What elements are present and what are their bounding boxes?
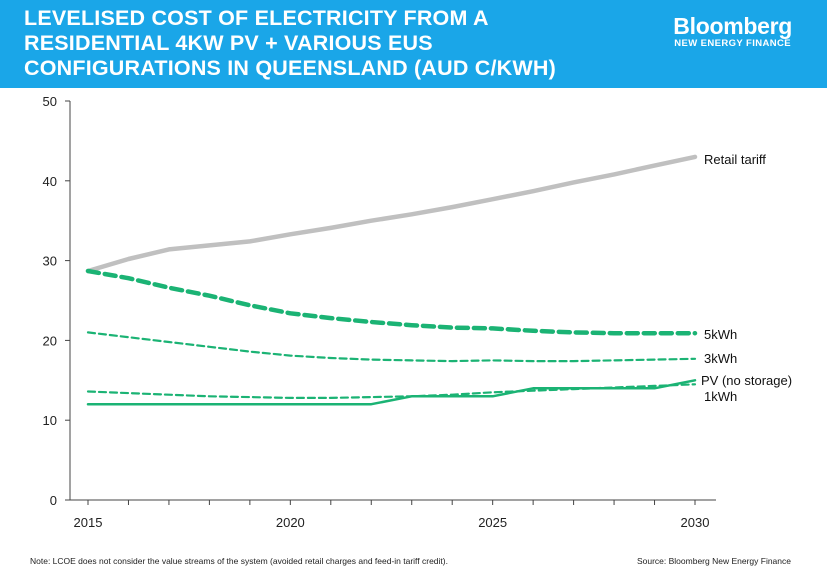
title-line-1: LEVELISED COST OF ELECTRICITY FROM A — [24, 6, 489, 30]
x-tick-label: 2015 — [74, 515, 103, 530]
series-label-3: 1kWh — [704, 389, 737, 404]
y-tick-label: 50 — [43, 94, 57, 109]
x-tick-label: 2030 — [681, 515, 710, 530]
series-line-3 — [86, 383, 697, 399]
series-line-1 — [85, 268, 698, 336]
series-line-4 — [86, 379, 697, 406]
logo-subtitle: NEW ENERGY FINANCE — [674, 38, 792, 49]
page-title: LEVELISED COST OF ELECTRICITY FROM A RES… — [24, 6, 644, 81]
series-label-0: Retail tariff — [704, 152, 766, 167]
series-line-0 — [85, 154, 698, 274]
footnote: Note: LCOE does not consider the value s… — [30, 556, 448, 566]
x-tick-label: 2020 — [276, 515, 305, 530]
title-line-2: RESIDENTIAL 4KW PV + VARIOUS EUS — [24, 31, 433, 55]
series-label-2: 3kWh — [704, 351, 737, 366]
x-tick-label: 2025 — [478, 515, 507, 530]
series-label-1: 5kWh — [704, 327, 737, 342]
y-tick-label: 20 — [43, 333, 57, 348]
title-line-3: CONFIGURATIONS IN QUEENSLAND (AUD C/KWH) — [24, 56, 556, 80]
y-tick-label: 30 — [43, 254, 57, 269]
y-tick-label: 40 — [43, 174, 57, 189]
bloomberg-logo: Bloomberg NEW ENERGY FINANCE — [673, 14, 792, 49]
series-line-2 — [86, 331, 697, 363]
y-tick-label: 0 — [50, 493, 57, 508]
logo-brand: Bloomberg — [673, 13, 792, 39]
series-label-4: PV (no storage) — [701, 373, 792, 388]
header-banner: LEVELISED COST OF ELECTRICITY FROM A RES… — [0, 0, 827, 88]
source-note: Source: Bloomberg New Energy Finance — [636, 556, 791, 566]
y-tick-label: 10 — [43, 413, 57, 428]
